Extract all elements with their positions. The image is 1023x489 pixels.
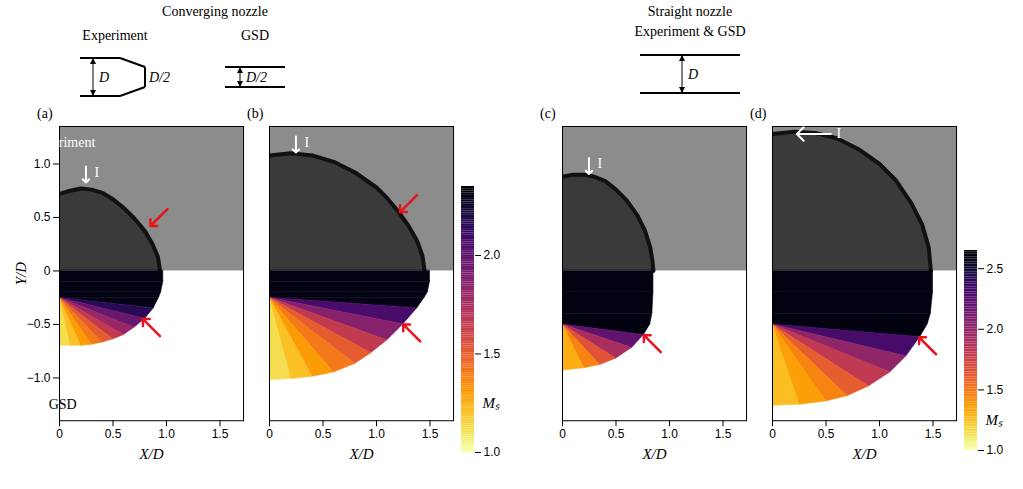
svg-text:Mₛ: Mₛ [985,412,1004,428]
svg-text:1.5: 1.5 [422,427,439,441]
svg-text:0.5: 0.5 [105,427,122,441]
html-text:(b): (b) [247,106,264,121]
html-text:(c): (c) [540,106,556,121]
svg-text:1.0: 1.0 [368,427,385,441]
svg-text:1.0: 1.0 [661,427,678,441]
svg-text:D/2: D/2 [245,70,267,85]
svg-text:X/D: X/D [348,446,373,462]
svg-text:1.0: 1.0 [34,157,51,171]
svg-text:Y/D: Y/D [13,262,29,285]
html-text:(a): (a) [37,106,53,121]
svg-text:1.5: 1.5 [484,347,501,361]
svg-text:1.5: 1.5 [715,427,732,441]
svg-text:1.0: 1.0 [484,445,501,459]
svg-text:−0.5: −0.5 [27,317,51,331]
svg-text:0: 0 [266,427,273,441]
svg-text:D: D [98,70,109,85]
svg-text:Experiment: Experiment [30,135,95,150]
svg-text:I: I [598,156,603,171]
svg-text:0.5: 0.5 [608,427,625,441]
svg-text:I: I [95,165,100,180]
svg-text:−1.0: −1.0 [27,371,51,385]
svg-text:D/2: D/2 [148,70,170,85]
svg-text:0: 0 [56,427,63,441]
svg-text:X/D: X/D [852,446,877,462]
svg-text:I: I [305,135,310,150]
svg-text:GSD: GSD [49,397,77,412]
svg-text:2.5: 2.5 [987,262,1004,276]
svg-text:I: I [837,126,842,141]
svg-text:0: 0 [44,264,51,278]
svg-text:Straight nozzle: Straight nozzle [648,4,732,19]
svg-text:GSD: GSD [241,28,269,43]
svg-text:0.5: 0.5 [34,210,51,224]
svg-text:0.5: 0.5 [818,427,835,441]
svg-text:Converging nozzle: Converging nozzle [162,4,268,19]
svg-text:1.5: 1.5 [987,383,1004,397]
svg-text:1.5: 1.5 [212,427,229,441]
svg-text:D: D [687,67,698,82]
svg-text:Mₛ: Mₛ [482,395,501,411]
html-text:(d): (d) [750,106,767,121]
svg-text:2.0: 2.0 [484,248,501,262]
svg-text:0: 0 [559,427,566,441]
svg-text:1.5: 1.5 [925,427,942,441]
svg-text:1.0: 1.0 [987,443,1004,457]
svg-text:Experiment: Experiment [82,28,147,43]
svg-text:1.0: 1.0 [871,427,888,441]
svg-text:X/D: X/D [642,446,667,462]
svg-text:2.0: 2.0 [987,322,1004,336]
svg-text:Experiment & GSD: Experiment & GSD [634,24,745,39]
svg-text:0: 0 [769,427,776,441]
svg-text:0.5: 0.5 [315,427,332,441]
svg-text:1.0: 1.0 [158,427,175,441]
svg-text:X/D: X/D [138,446,163,462]
